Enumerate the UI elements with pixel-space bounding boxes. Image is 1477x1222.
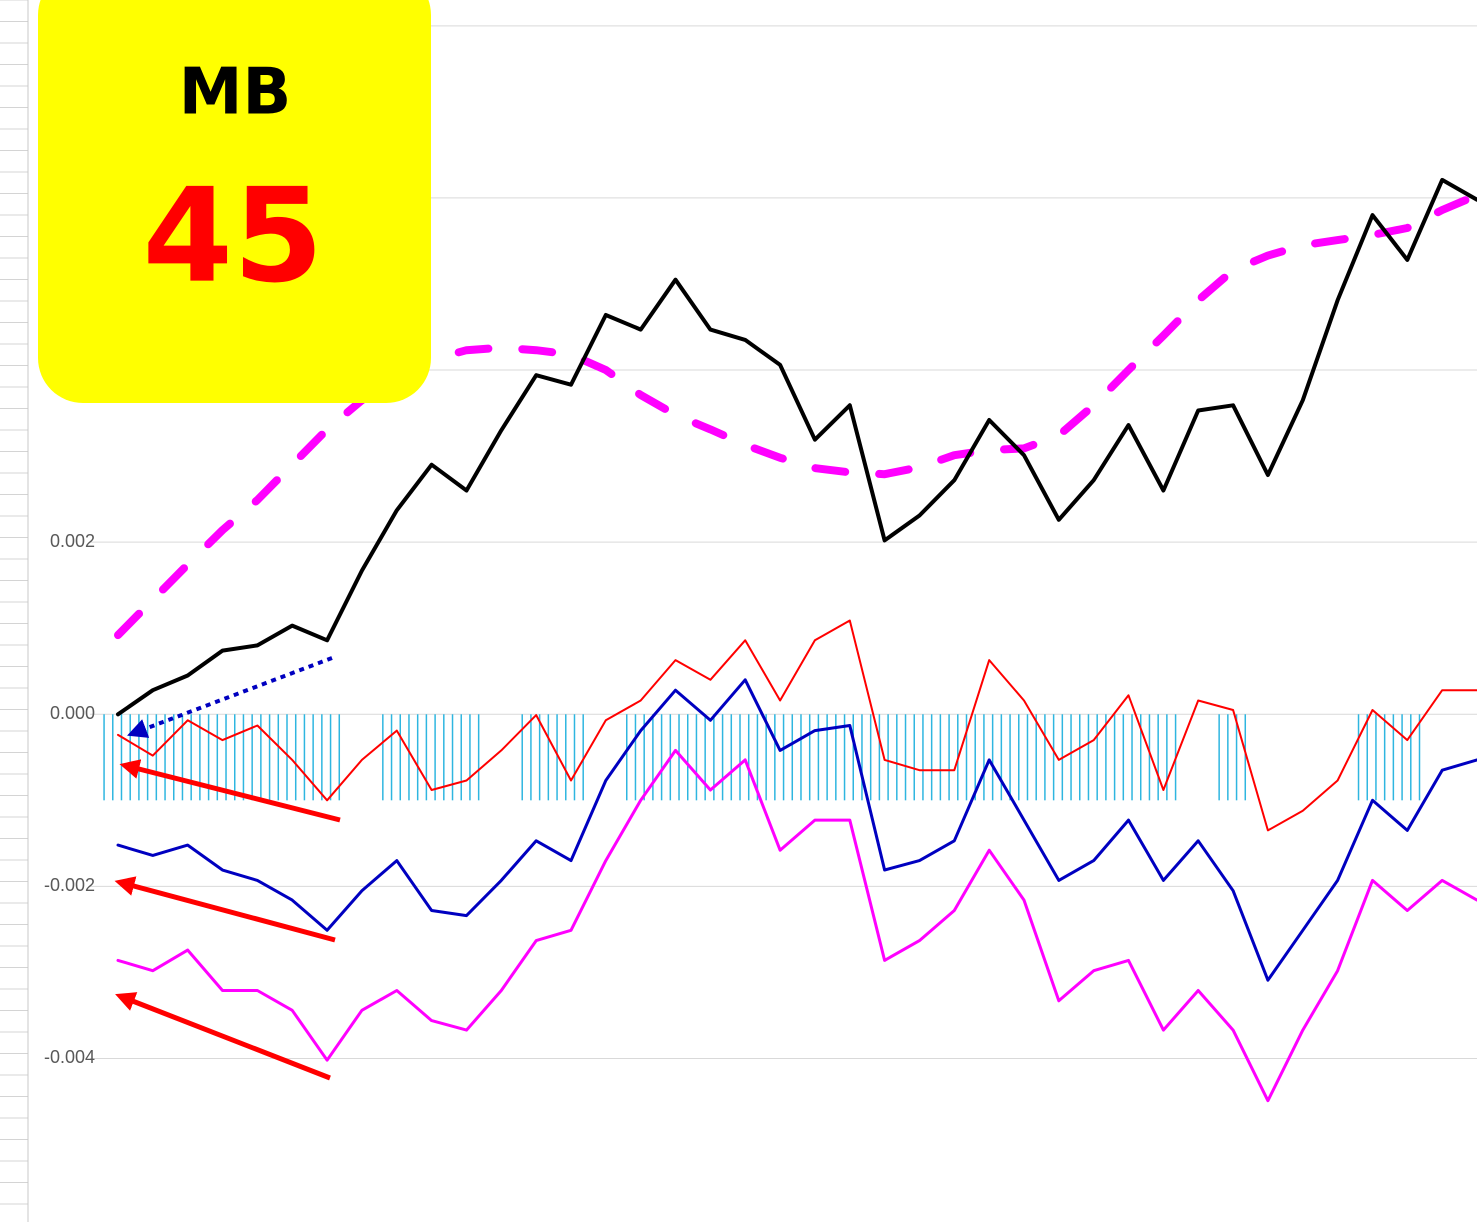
badge-box [38,0,431,403]
series-line [116,748,1477,1103]
badge: MB 45 [38,0,431,403]
y-tick-label: 0.000 [50,703,95,723]
arrow [114,876,336,943]
series-line [116,177,1477,717]
arrow [119,759,341,823]
badge-number: 45 [143,160,324,312]
y-tick-label: -0.002 [44,875,95,895]
annotation-arrows [114,656,341,1081]
y-tick-label: 0.002 [50,531,95,551]
series-line [114,191,1477,640]
arrow [127,656,333,738]
y-tick-label: -0.004 [44,1047,95,1067]
arrow [115,992,331,1081]
plot [103,177,1477,1103]
series-line [116,678,1477,982]
sheet-rows [0,0,28,1205]
series-line [117,619,1477,832]
badge-label: MB [179,56,291,130]
